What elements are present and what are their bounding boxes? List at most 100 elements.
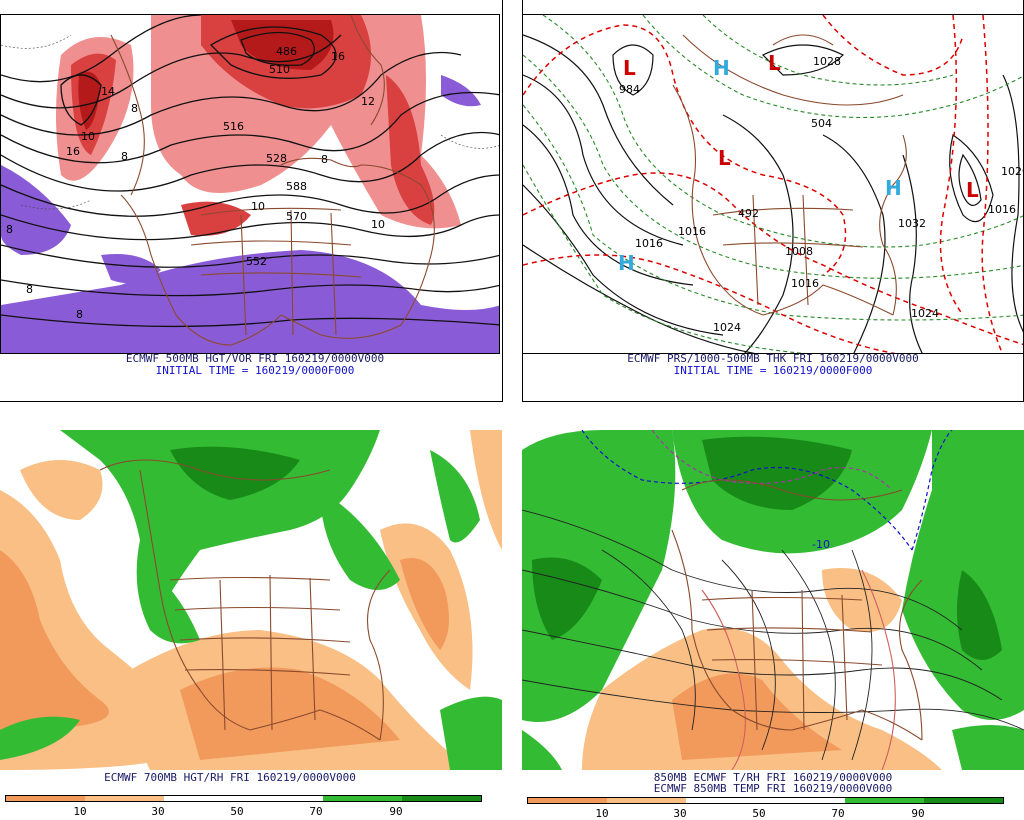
colorbar-bin [923,798,1004,803]
isobar-label: 1020 [1001,165,1024,178]
isobar-label: 1016 [678,225,706,238]
colorbar-bin [844,798,924,803]
high-symbol: H [618,251,635,275]
isobars [523,34,1023,353]
rh-wet-core-north [170,446,300,500]
plot-surface-map: L 984 H L L H H L 1016 1016 1016 1024 10… [522,14,1024,354]
contour-label: 486 [276,45,297,58]
colorbar-bin [528,798,608,803]
colorbar-bin [6,796,86,801]
neg-vort-region-southwest [1,165,71,255]
neg-vort-region-top [441,75,481,107]
plot-500mb-map: 10 14 16 486 510 516 528 588 570 552 8 8… [0,14,500,354]
rh-dry-region-northeast [470,430,502,550]
colorbar-tick: 70 [309,805,323,818]
rh-wet-core-west [532,557,602,640]
contour-label: 510 [269,63,290,76]
pos-vort-region-center [181,201,251,236]
isobar-label: 1028 [813,55,841,68]
contour-label: 8 [321,153,328,166]
neg-vort-region-south [1,250,499,353]
contour-label: 8 [6,223,13,236]
rh-wet-core-east [957,570,1002,660]
rh-moist-region-center [140,560,200,644]
contour-label: 8 [76,308,83,321]
contour-label: 570 [286,210,307,223]
isobar-label: 1032 [898,217,926,230]
caption-500mb-initial-time: INITIAL TIME = 160219/0000F000 [155,364,355,377]
colorbar-bin [401,796,482,801]
isobar-label: 1016 [635,237,663,250]
high-symbol: H [885,176,902,200]
colorbar-bin [164,796,244,801]
colorbar-850mb [527,797,1004,804]
colorbar-tick: 50 [230,805,244,818]
pos-vort-max-north [231,20,334,70]
isobar-label: 1024 [713,321,741,334]
cold-temperature-contours [581,430,953,551]
low-value: 984 [619,83,640,96]
temperature-label: -10 [812,538,830,551]
rh-wet-core-north [702,436,852,510]
map-500mb-svg: 10 14 16 486 510 516 528 588 570 552 8 8… [1,15,499,353]
contour-label: 10 [371,218,385,231]
high-symbol: H [713,56,730,80]
colorbar-tick: 50 [752,807,766,820]
contour-label: 516 [223,120,244,133]
map-850mb-svg: -10 [522,430,1024,770]
rh-moist-region-southwest [522,730,562,770]
rh-moist-region-south [0,716,80,760]
isobar-label: 1008 [785,245,813,258]
isobar-label: 1024 [911,307,939,320]
temperature-contours [522,509,1024,761]
map-borders [672,34,907,316]
contour-label: 14 [101,85,115,98]
colorbar-tick: 30 [151,805,165,818]
low-symbol: L [718,146,731,170]
map-borders [99,459,391,741]
contour-label: 10 [81,130,95,143]
rh-moist-region-far-east [430,450,480,543]
rh-dry-core-east [400,558,449,650]
panel-850mb-temp-rh: -10 850MB ECMWF T/RH FRI 160219/0000V000… [522,418,1024,820]
thickness-label: 504 [811,117,832,130]
colorbar-bin [322,796,402,801]
contour-label: 8 [131,102,138,115]
colorbar-bin [607,798,687,803]
thickness-red [523,15,1023,353]
colorbar-tick: 70 [831,807,845,820]
plot-700mb-map [0,430,502,770]
thickness-green [523,15,1023,353]
map-borders [110,15,435,346]
contour-label: 8 [121,150,128,163]
caption-surface-initial-time: INITIAL TIME = 160219/0000F000 [673,364,873,377]
rh-moist-region-west [522,430,676,722]
contour-label: 528 [266,152,287,165]
contour-label: 12 [361,95,375,108]
caption-850mb-temp: ECMWF 850MB TEMP FRI 160219/0000V000 [653,782,893,795]
colorbar-bin [243,796,323,801]
caption-700mb-title: ECMWF 700MB HGT/RH FRI 160219/0000V000 [104,771,356,784]
colorbar-700mb [5,795,482,802]
rh-dry-core-west [0,550,109,730]
colorbar-bin [686,798,766,803]
panel-700mb-rh: ECMWF 700MB HGT/RH FRI 160219/0000V000 1… [0,418,510,819]
caption-500mb-title: ECMWF 500MB HGT/VOR FRI 160219/0000V000 [125,352,385,365]
rh-moist-region-southeast [440,696,502,770]
pos-vort-max-west [78,71,101,130]
colorbar-tick: 10 [73,805,87,818]
colorbar-bin [765,798,845,803]
neg-vort-region-east [101,254,161,284]
panel-500mb-vorticity: 10 14 16 486 510 516 528 588 570 552 8 8… [0,0,510,405]
low-symbol: L [623,56,636,80]
contour-label: 8 [26,283,33,296]
map-borders [671,479,923,741]
caption-surface-title: ECMWF PRS/1000-500MB THK FRI 160219/0000… [627,352,919,365]
thickness-label: 492 [738,207,759,220]
caption-850mb-title: 850MB ECMWF T/RH FRI 160219/0000V000 [653,771,893,784]
contour-label: 588 [286,180,307,193]
rh-moist-region-southeast [952,725,1024,770]
height-contours [1,15,499,328]
colorbar-bin [85,796,165,801]
vorticity-contours [1,34,499,210]
